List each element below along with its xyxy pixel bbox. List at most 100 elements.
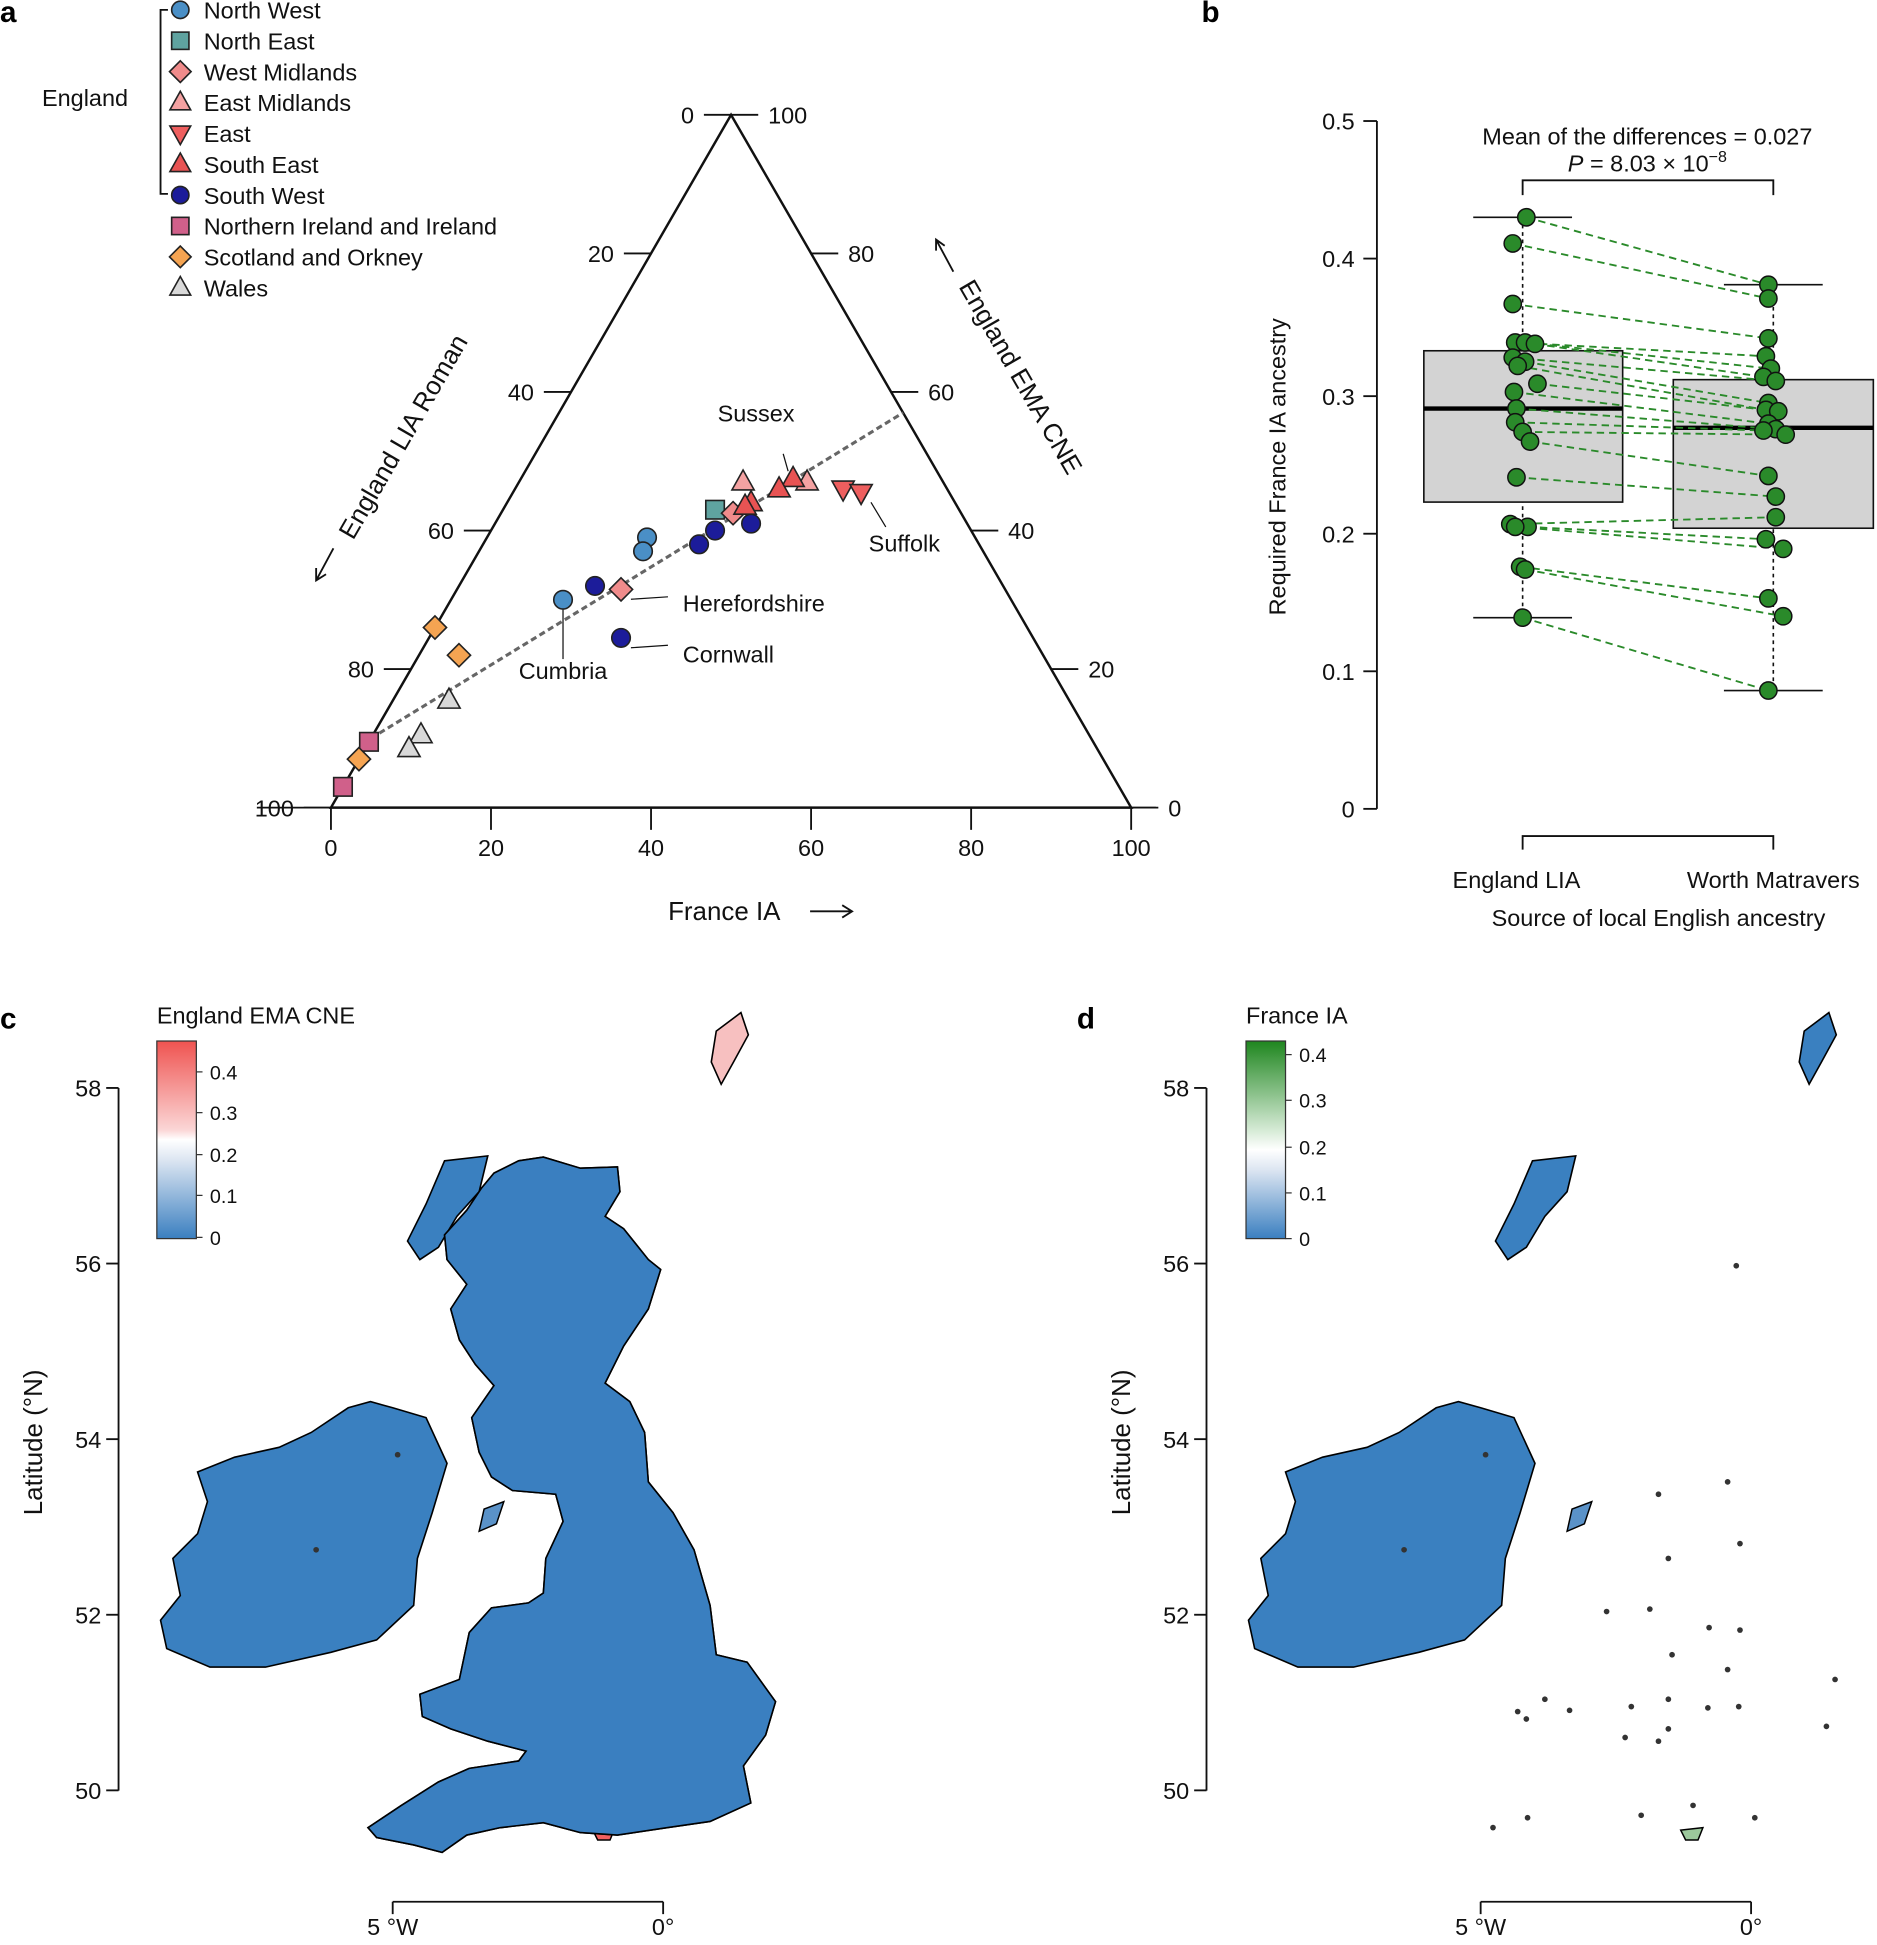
sample-site-dot: [1628, 1703, 1635, 1710]
ternary-point-wales: [436, 686, 462, 709]
sample-site-dot: [1514, 1708, 1521, 1715]
latitude-tick-label: 56: [75, 1251, 101, 1277]
longitude-tick-label: 5 °W: [1455, 1914, 1507, 1939]
y-tick-label: 0.3: [1322, 384, 1355, 410]
ternary-point-south-east: [766, 475, 792, 498]
ternary-plot: [256, 112, 1159, 919]
latitude-tick-label: 56: [1163, 1251, 1189, 1277]
sample-site-dot: [1823, 1723, 1830, 1730]
colorbar-tick-label: 0.4: [210, 1062, 237, 1084]
paired-line: [1522, 430, 1786, 436]
ternary-point-south-west: [610, 627, 632, 648]
legend-marker-west-midlands: [168, 59, 193, 84]
england-lia-point: [1520, 432, 1540, 451]
sample-site-dot: [1724, 1666, 1731, 1673]
longitude-tick-label: 0°: [652, 1914, 674, 1939]
colorbar-title: France IA: [1246, 1003, 1348, 1029]
sample-site-dot: [1724, 1479, 1731, 1485]
legend-label: Scotland and Orkney: [204, 245, 423, 271]
great-britain-landmass: [366, 1156, 777, 1854]
shetland-islands: [710, 1011, 750, 1087]
legend-label: North West: [204, 0, 321, 24]
colorbar-tick-label: 0.4: [1299, 1045, 1326, 1067]
ternary-point-west-midlands: [608, 576, 634, 603]
annotation-mean-difference: Mean of the differences = 0.027: [1482, 123, 1812, 149]
legend-marker-east-midlands: [168, 89, 193, 111]
england-lia-point: [1515, 560, 1535, 579]
paired-line: [1522, 616, 1769, 692]
paired-line: [1526, 216, 1769, 286]
colorbar: [1245, 1040, 1287, 1240]
left-tick-label: 60: [428, 518, 454, 544]
point-annotation: Herefordshire: [683, 591, 825, 617]
point-annotation: Cumbria: [519, 658, 609, 684]
legend: [159, 0, 193, 296]
legend-marker-wales: [168, 274, 193, 296]
sample-site-dot: [1655, 1738, 1662, 1745]
p-value: = 8.03 × 10: [1583, 151, 1708, 177]
annotation-leader: [782, 453, 789, 472]
map-panel-d: [366, 1011, 1838, 1915]
paired-line: [1529, 440, 1769, 477]
england-lia-point: [1513, 608, 1533, 628]
england-lia-point: [1504, 382, 1524, 402]
panel-label-d: d: [1077, 1003, 1095, 1036]
ireland-landmass: [159, 1400, 448, 1668]
sample-site-dot: [1401, 1546, 1407, 1553]
england-lia-point: [1528, 374, 1547, 394]
paired-line: [1520, 565, 1769, 600]
p-exponent: −8: [1709, 148, 1727, 166]
worth-matravers-point: [1758, 681, 1778, 700]
colorbar-tick-label: 0.3: [1299, 1091, 1326, 1113]
hebrides-islands: [1494, 1154, 1577, 1261]
bottom-tick-label: 40: [638, 835, 664, 861]
annotation-p-value: P = 8.03 × 10−8: [1568, 148, 1727, 177]
y-tick-label: 0: [1342, 797, 1355, 823]
ternary-point-north-west: [632, 541, 654, 562]
england-lia-point: [1508, 356, 1528, 376]
legend-marker-east: [168, 125, 193, 147]
sample-site-dot: [1690, 1802, 1696, 1809]
paired-line: [1512, 303, 1769, 340]
legend-label: Northern Ireland and Ireland: [204, 214, 497, 240]
sample-site-dot: [313, 1546, 319, 1553]
legend-marker-south-west: [170, 185, 190, 205]
paired-line: [1534, 342, 1764, 378]
sample-site-dot: [394, 1451, 401, 1458]
colorbar-tick-label: 0.2: [210, 1145, 237, 1167]
legend-marker-north-west: [170, 0, 190, 20]
worth-matravers-point: [1768, 401, 1788, 421]
colorbar-tick-label: 0.3: [210, 1103, 237, 1125]
latitude-tick-label: 52: [1163, 1602, 1189, 1628]
paired-line: [1513, 391, 1769, 425]
ternary-point-north-west: [552, 589, 574, 610]
isle-of-man: [478, 1500, 506, 1533]
ternary-point-northern-ireland-and-ireland: [358, 731, 380, 752]
left-axis-title: England LIA Roman: [334, 330, 474, 544]
legend-label: East: [204, 121, 251, 147]
ternary-point-scotland-and-orkney: [422, 614, 448, 641]
sample-site-dot: [1603, 1608, 1610, 1615]
legend-label: West Midlands: [204, 59, 357, 85]
ireland-landmass: [1247, 1400, 1536, 1668]
latitude-tick-label: 54: [75, 1427, 101, 1453]
sample-site-dot: [1733, 1262, 1740, 1269]
worth-matravers-point: [1754, 421, 1773, 440]
colorbar-tick-label: 0.1: [210, 1186, 237, 1208]
ternary-point-northern-ireland-and-ireland: [332, 776, 354, 797]
right-axis-title: England EMA CNE: [953, 275, 1087, 479]
latitude-tick-label: 58: [1163, 1076, 1189, 1102]
paired-line: [1515, 421, 1764, 432]
sample-site-dot: [1622, 1734, 1628, 1741]
latitude-tick-label: 52: [75, 1602, 101, 1628]
worth-matravers-point: [1758, 588, 1778, 608]
point-annotation: Suffolk: [869, 531, 941, 557]
ternary-point-south-west: [584, 575, 606, 596]
arrow-right-icon: [810, 904, 854, 919]
longitude-tick-label: 0°: [1740, 1914, 1762, 1939]
sample-site-dot: [1705, 1705, 1711, 1711]
paired-line: [1527, 525, 1766, 541]
legend-label: North East: [204, 28, 315, 54]
